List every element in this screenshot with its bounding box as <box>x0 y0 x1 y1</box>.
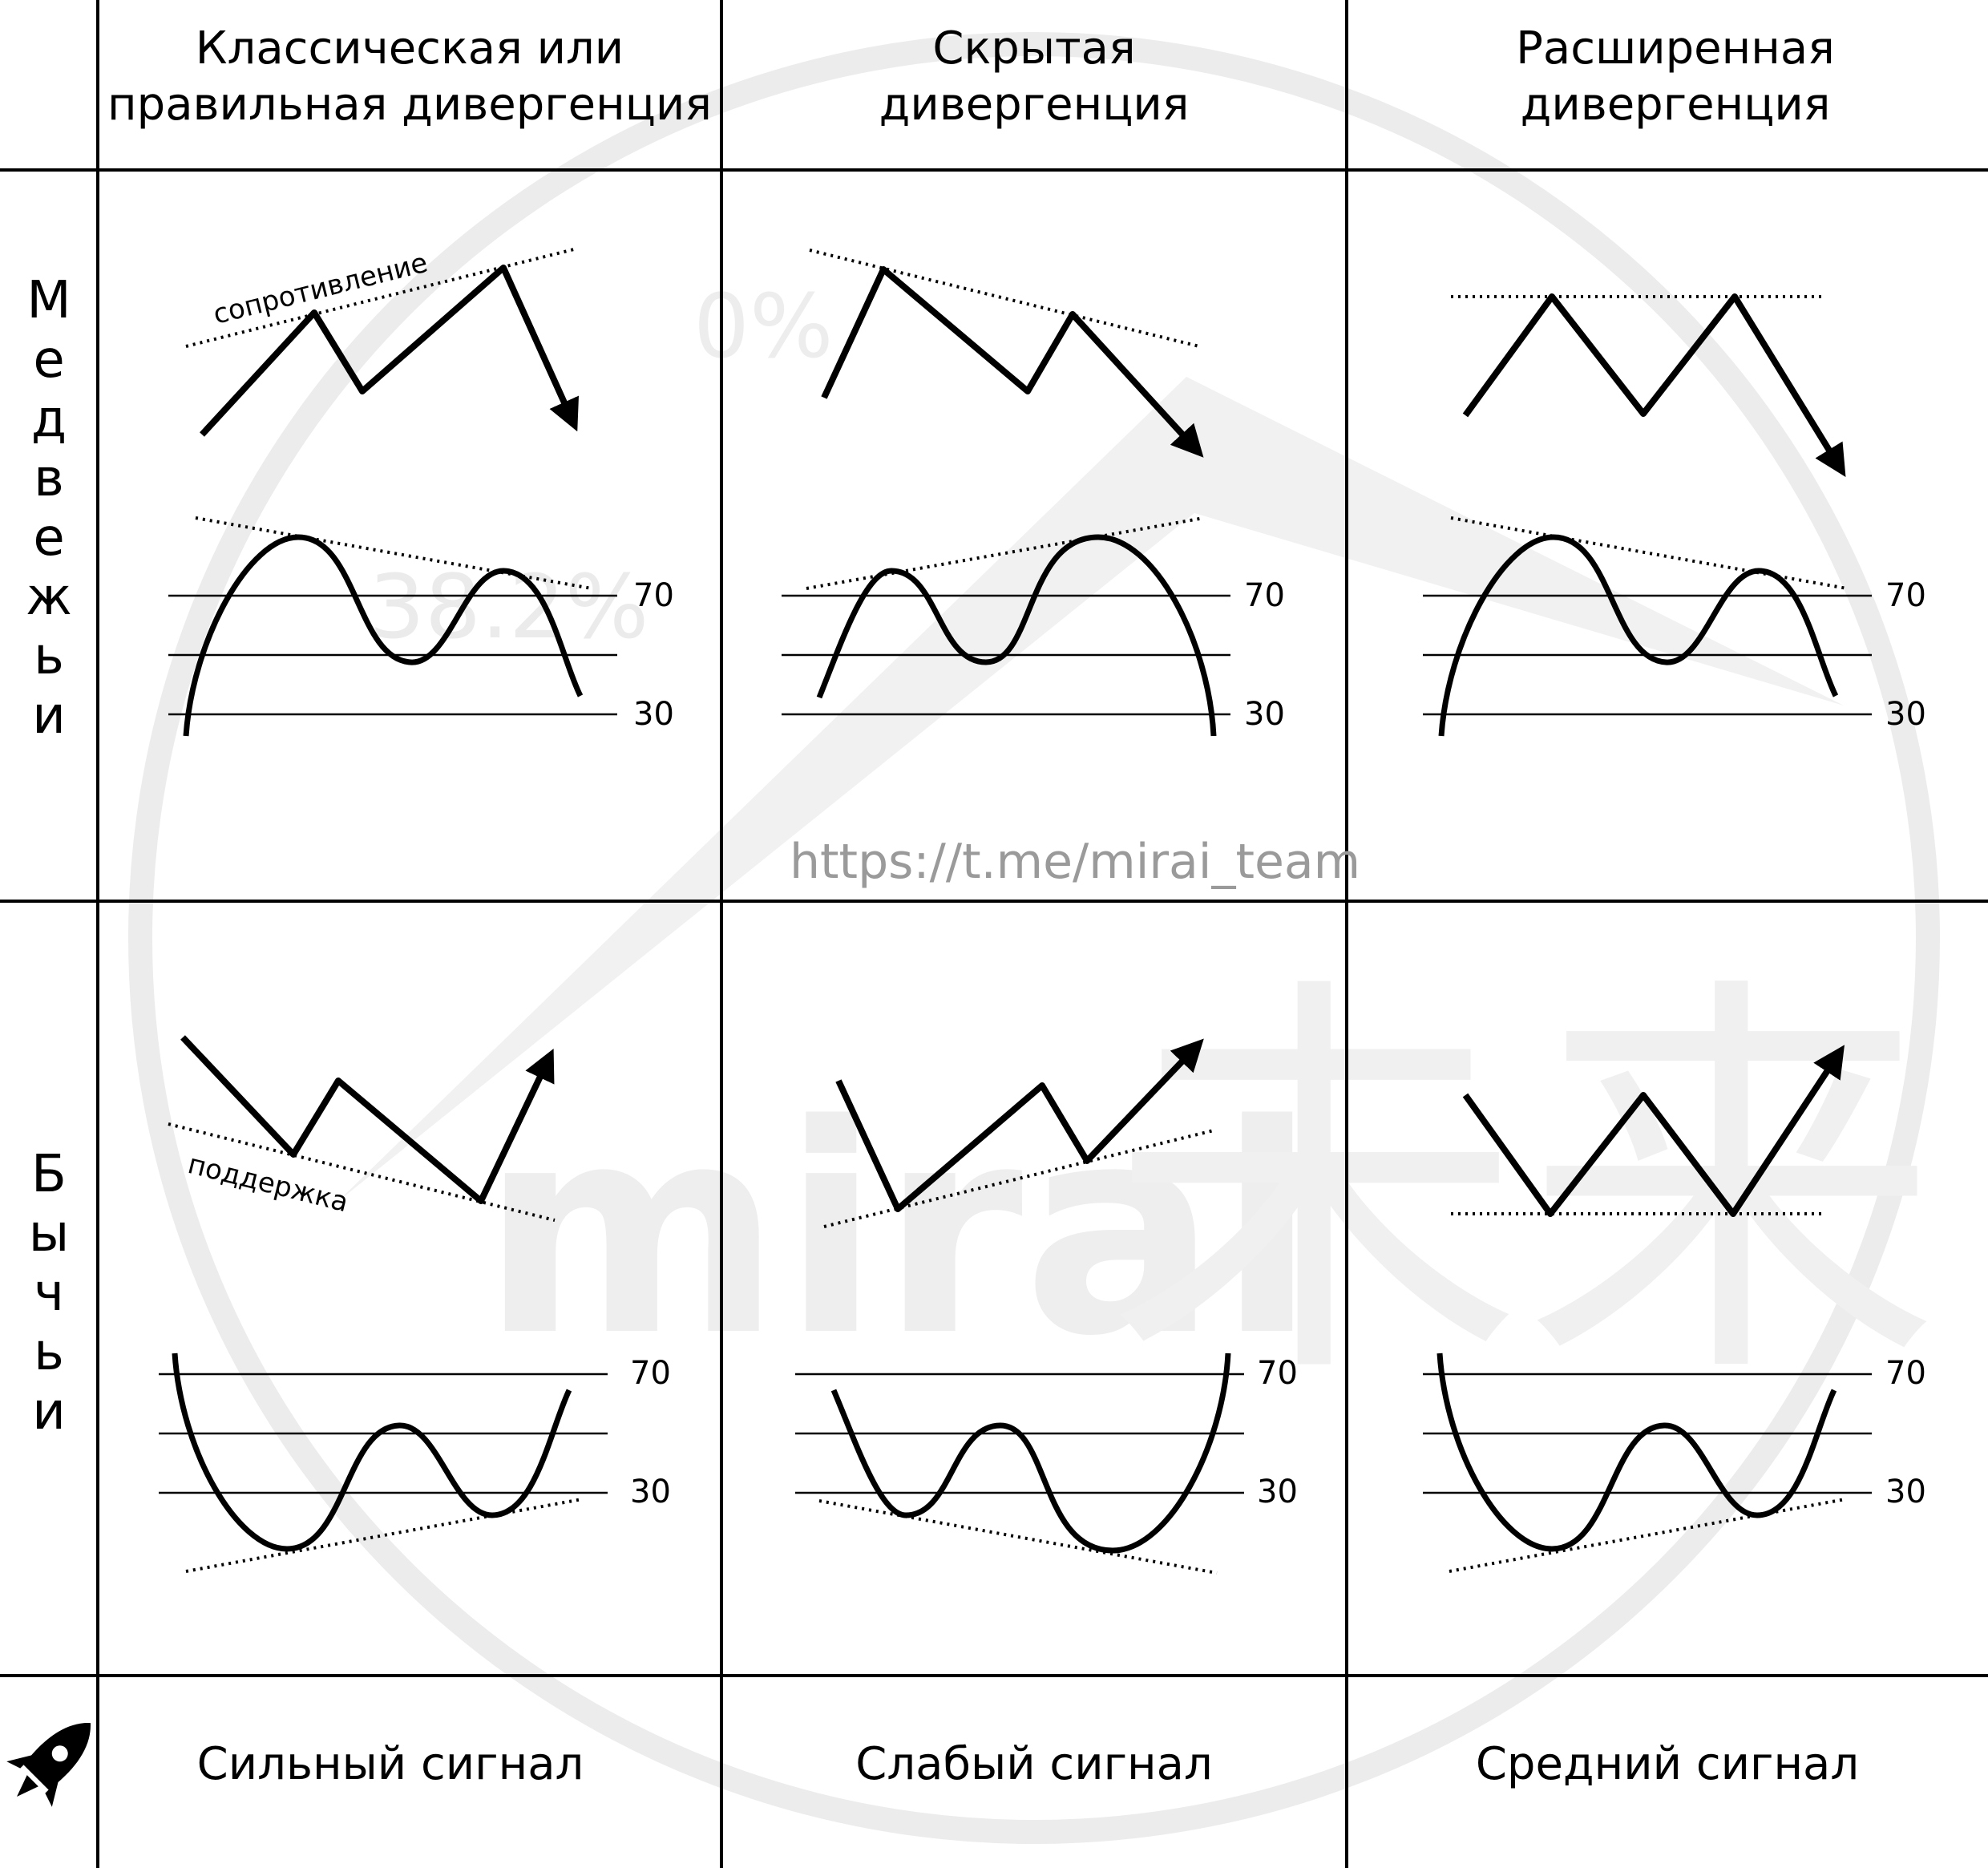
row-letter: д <box>30 390 67 449</box>
row-letter: и <box>32 1382 66 1441</box>
row-letter: ь <box>34 627 64 686</box>
row-letter: и <box>32 686 66 746</box>
level-70-label: 70 <box>1885 577 1926 614</box>
column-title-extended: Расширенная дивергенция <box>1347 21 1988 133</box>
bearish-hidden <box>782 249 1230 737</box>
level-70-label: 70 <box>633 577 674 614</box>
bullish-hidden <box>795 1038 1244 1575</box>
watermark-brand: mirai <box>481 1063 1316 1399</box>
rocket-icon <box>6 1723 91 1807</box>
oscillator-line <box>183 534 584 737</box>
level-70-label: 70 <box>1885 1355 1926 1392</box>
level-70-label: 70 <box>1244 577 1285 614</box>
price-line <box>200 265 579 437</box>
signal-classic: Сильный сигнал <box>196 1738 584 1790</box>
column-title-line: Классическая или <box>195 22 624 75</box>
row-label-bullish: Б ы ч ь и <box>0 1145 98 1441</box>
level-30-label: 30 <box>633 696 674 733</box>
column-title-classic: Классическая или правильная дивергенция <box>98 21 721 133</box>
row-letter: ж <box>26 568 72 627</box>
watermark-kanji: 未来 <box>1106 944 1940 1429</box>
column-title-line: дивергенция <box>879 79 1190 131</box>
watermark-percent-top: 0% <box>693 275 834 378</box>
level-30-label: 30 <box>1244 696 1285 733</box>
level-30-label: 30 <box>1885 696 1926 733</box>
row-letter: в <box>34 449 64 508</box>
row-letter: М <box>26 271 71 330</box>
level-30-label: 30 <box>630 1474 671 1510</box>
row-letter: ь <box>34 1323 64 1382</box>
row-letter: Б <box>31 1145 67 1204</box>
level-30-label: 30 <box>1257 1474 1298 1510</box>
watermark-url: https://t.me/mirai_team <box>790 834 1361 890</box>
column-title-line: Скрытая <box>932 22 1136 75</box>
bearish-classic <box>168 247 617 737</box>
row-letter: е <box>33 508 65 568</box>
row-label-bearish: М е д в е ж ь и <box>0 271 98 746</box>
resistance-line <box>185 247 578 348</box>
level-70-label: 70 <box>630 1355 671 1392</box>
column-title-line: дивергенция <box>1520 79 1831 131</box>
column-title-line: Расширенная <box>1516 22 1835 75</box>
level-70-label: 70 <box>1257 1355 1298 1392</box>
bullish-classic <box>159 1035 608 1573</box>
signal-extended: Средний сигнал <box>1475 1738 1860 1790</box>
bearish-extended <box>1423 293 1872 737</box>
row-letter: ч <box>34 1264 64 1323</box>
bullish-extended <box>1423 1045 1872 1573</box>
signal-hidden: Слабый сигнал <box>855 1738 1213 1790</box>
row-letter: е <box>33 330 65 390</box>
level-30-label: 30 <box>1885 1474 1926 1510</box>
row-letter: ы <box>28 1204 70 1264</box>
support-line <box>168 1122 556 1222</box>
column-title-line: правильная дивергенция <box>107 79 712 131</box>
column-title-hidden: Скрытая дивергенция <box>721 21 1347 133</box>
